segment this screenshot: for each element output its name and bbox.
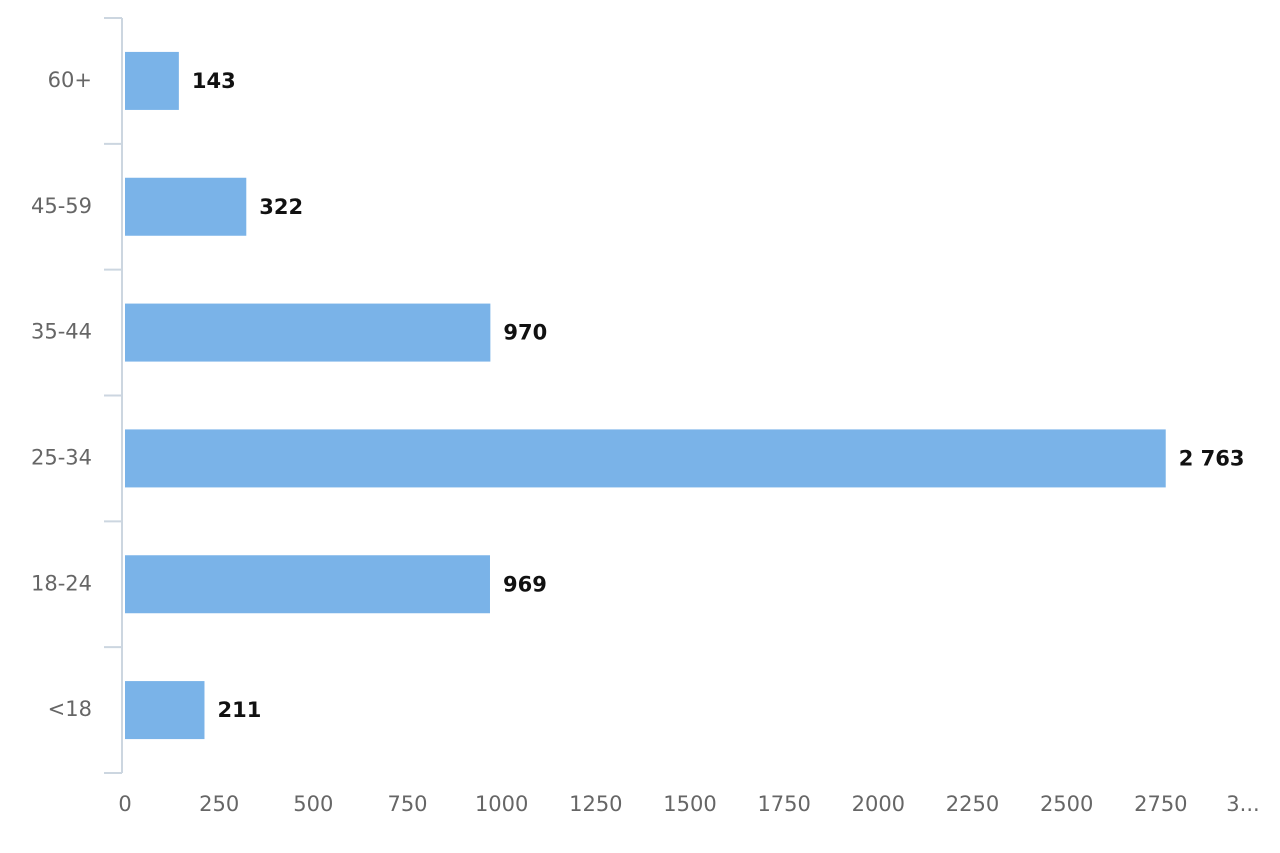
category-label: 60+ xyxy=(48,68,92,92)
category-label: 18-24 xyxy=(31,571,92,595)
x-tick-label: 250 xyxy=(199,792,239,816)
x-tick-label: 2500 xyxy=(1040,792,1093,816)
x-tick-label: 1750 xyxy=(757,792,810,816)
category-label: 25-34 xyxy=(31,445,92,469)
bar xyxy=(125,303,491,362)
x-tick-label: 2000 xyxy=(852,792,905,816)
bar xyxy=(125,177,247,236)
value-label: 970 xyxy=(503,321,547,345)
x-tick-label: 2750 xyxy=(1134,792,1187,816)
value-label: 969 xyxy=(503,572,547,596)
x-tick-label: 500 xyxy=(293,792,333,816)
x-tick-label: 2250 xyxy=(946,792,999,816)
value-label: 322 xyxy=(259,195,303,219)
category-label: 45-59 xyxy=(31,194,92,218)
bar xyxy=(125,51,179,110)
bar xyxy=(125,555,490,614)
x-tick-label: 0 xyxy=(118,792,131,816)
x-tick-label: 1000 xyxy=(475,792,528,816)
value-label: 2 763 xyxy=(1179,446,1245,470)
category-label: 35-44 xyxy=(31,320,92,344)
x-tick-label: 3... xyxy=(1226,792,1259,816)
value-label: 211 xyxy=(217,698,261,722)
x-tick-label: 1250 xyxy=(569,792,622,816)
bar xyxy=(125,681,205,740)
x-tick-label: 750 xyxy=(387,792,427,816)
bar xyxy=(125,429,1166,488)
x-tick-label: 1500 xyxy=(663,792,716,816)
value-label: 143 xyxy=(192,69,236,93)
category-label: <18 xyxy=(48,697,92,721)
